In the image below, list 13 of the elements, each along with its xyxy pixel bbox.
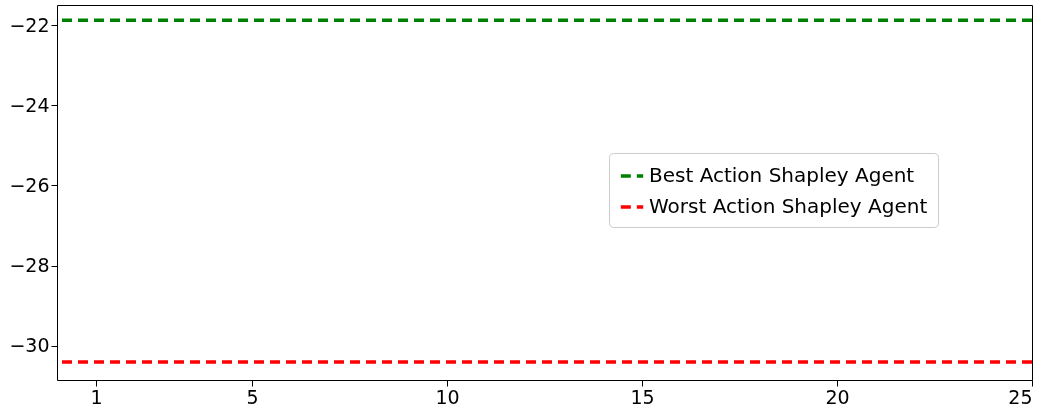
- x-tick-label: 1: [90, 385, 103, 408]
- x-tick-label: 5: [246, 385, 259, 408]
- y-tick-label: −26: [9, 173, 50, 196]
- legend-label: Worst Action Shapley Agent: [649, 194, 928, 218]
- legend-label: Best Action Shapley Agent: [649, 163, 915, 187]
- y-tick-label: −22: [9, 13, 50, 36]
- y-tick-label: −30: [9, 334, 50, 357]
- x-tick-label: 15: [630, 385, 655, 408]
- y-tick-label: −24: [9, 93, 50, 116]
- x-tick-label: 20: [825, 385, 850, 408]
- y-tick-label: −28: [9, 254, 50, 277]
- x-tick-label: 25: [1008, 385, 1033, 408]
- x-tick-label: 10: [435, 385, 460, 408]
